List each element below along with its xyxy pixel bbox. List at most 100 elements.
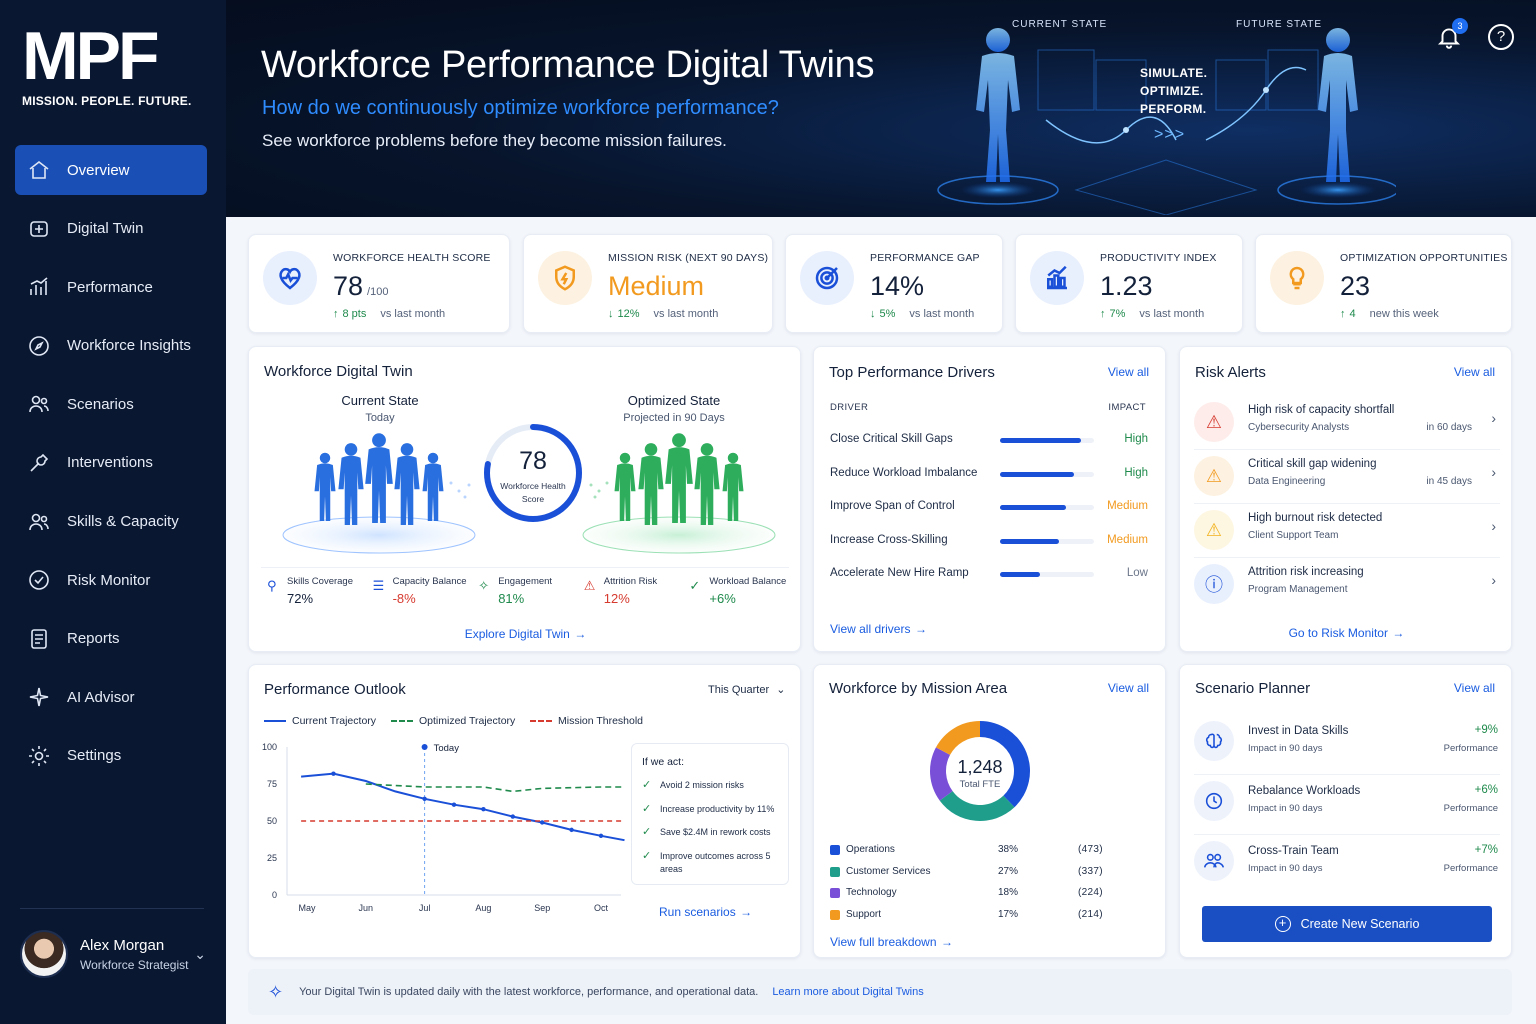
sidebar-item-settings[interactable]: Settings <box>15 731 207 781</box>
chevron-right-icon[interactable]: › <box>1491 410 1496 426</box>
view-all-link[interactable]: View all <box>1107 365 1149 379</box>
kpi-note: vs last month <box>909 308 975 320</box>
kpi-card[interactable]: PERFORMANCE GAP 14% ↓ 5% vs last month <box>785 234 1003 333</box>
mission-area-row[interactable]: Customer Services 27% (337) <box>830 865 1130 881</box>
risk-alert-row[interactable]: ⚠ High risk of capacity shortfall Cybers… <box>1194 398 1500 450</box>
kpi-icon <box>538 251 592 305</box>
mission-area-name: Technology <box>846 887 897 898</box>
series-point <box>569 827 574 833</box>
twin-visual <box>282 433 776 554</box>
kpi-delta: 12% <box>617 308 640 320</box>
mission-area-row[interactable]: Technology 18% (224) <box>830 886 1130 902</box>
kpi-trend: ↑ 7% vs last month <box>1100 308 1204 320</box>
create-scenario-label: Create New Scenario <box>1300 917 1420 931</box>
kpi-card[interactable]: WORKFORCE HEALTH SCORE 78/100 ↑ 8 pts vs l… <box>248 234 510 333</box>
legend-swatch <box>830 845 840 855</box>
donut-slice-customer-services[interactable] <box>939 791 1015 821</box>
alert-triangle-icon: ⚠ <box>1194 456 1234 496</box>
y-tick-label: 75 <box>267 779 277 789</box>
chevron-right-icon[interactable]: › <box>1491 572 1496 588</box>
driver-row[interactable]: Increase Cross-Skilling Medium <box>830 532 1148 552</box>
driver-name: Improve Span of Control <box>830 500 955 512</box>
donut-slice-support[interactable] <box>935 721 980 755</box>
mission-area-percent: 17% <box>998 908 1019 920</box>
kpi-card[interactable]: MISSION RISK (NEXT 90 DAYS) Medium ↓ 12% v… <box>523 234 773 333</box>
donut-slice-technology[interactable] <box>930 747 953 801</box>
today-label: Today <box>434 743 460 754</box>
logo-tagline: MISSION. PEOPLE. FUTURE. <box>22 94 192 108</box>
go-to-risk-monitor-link[interactable]: Go to Risk Monitor → <box>1180 624 1513 642</box>
arrow-right-icon: → <box>574 627 587 641</box>
legend-label: Mission Threshold <box>558 715 644 727</box>
risk-alert-row[interactable]: ⓘ Attrition risk increasing Program Mana… <box>1194 560 1500 612</box>
sidebar-item-workforce-insights[interactable]: Workforce Insights <box>15 321 207 371</box>
learn-more-link[interactable]: Learn more about Digital Twins <box>772 986 924 998</box>
kpi-label: PERFORMANCE GAP <box>870 252 980 264</box>
driver-row[interactable]: Reduce Workload Imbalance High <box>830 465 1148 485</box>
view-full-breakdown-link[interactable]: View full breakdown → <box>830 933 953 951</box>
mission-area-row[interactable]: Support 17% (214) <box>830 908 1130 924</box>
mission-area-name: Support <box>846 908 882 920</box>
brand-logo[interactable]: MPF MISSION. PEOPLE. FUTURE. <box>22 22 192 108</box>
period-select[interactable]: This Quarter ⌄ <box>708 683 785 696</box>
kpi-delta: 4 <box>1349 308 1356 320</box>
mission-donut-chart <box>930 721 1030 821</box>
scenario-row[interactable]: Cross-Train Team Impact in 90 days +7% P… <box>1194 835 1500 895</box>
twin-stat-label: Attrition Risk <box>603 576 658 587</box>
chevron-down-icon: ⌄ <box>776 684 786 696</box>
sidebar-item-risk-monitor[interactable]: Risk Monitor <box>15 555 207 605</box>
view-all-link[interactable]: View all <box>1107 681 1149 695</box>
if-we-act-panel: If we act: ✓ Avoid 2 mission risks ✓ Increa… <box>631 743 789 885</box>
optimized-state-subtitle: Projected in 90 Days <box>623 412 725 424</box>
kpi-card[interactable]: PRODUCTIVITY INDEX 1.23 ↑ 7% vs last month <box>1015 234 1243 333</box>
person-icon: ⚲ <box>267 578 277 593</box>
risk-alert-row[interactable]: ⚠ Critical skill gap widening Data Engin… <box>1194 452 1500 504</box>
sidebar-nav: Overview Digital Twin Performance Workfo… <box>15 145 207 790</box>
driver-row[interactable]: Accelerate New Hire Ramp Low <box>830 565 1148 585</box>
sidebar-item-reports[interactable]: Reports <box>15 614 207 664</box>
sidebar-item-scenarios[interactable]: Scenarios <box>15 379 207 429</box>
sidebar-item-skills-capacity[interactable]: Skills & Capacity <box>15 497 207 547</box>
driver-row[interactable]: Close Critical Skill Gaps High <box>830 431 1148 451</box>
twin-stat-value: 12% <box>603 591 630 606</box>
mission-area-percent: 18% <box>998 887 1019 898</box>
risk-alert-row[interactable]: ⚠ High burnout risk detected Client Supp… <box>1194 506 1500 558</box>
sidebar-item-label: Overview <box>67 161 130 179</box>
kpi-trend: ↓ 12% vs last month <box>608 308 718 320</box>
sidebar-item-performance[interactable]: Performance <box>15 262 207 312</box>
driver-row[interactable]: Improve Span of Control Medium <box>830 498 1148 518</box>
view-all-link[interactable]: View all <box>1453 365 1495 379</box>
sidebar-item-label: Workforce Insights <box>67 337 191 355</box>
sidebar-item-overview[interactable]: Overview <box>15 145 207 195</box>
sidebar-item-label: AI Advisor <box>67 688 135 706</box>
x-tick-label: Aug <box>475 903 491 913</box>
bell-icon[interactable] <box>1436 24 1462 50</box>
trend-arrow-icon: ↓ <box>608 308 614 320</box>
chevron-right-icon[interactable]: › <box>1491 464 1496 480</box>
if-we-act-item: ✓ Increase productivity by 11% <box>642 803 782 816</box>
create-scenario-button[interactable]: + Create New Scenario <box>1202 906 1492 942</box>
scenario-row[interactable]: Invest in Data Skills Impact in 90 days … <box>1194 715 1500 775</box>
sidebar: MPF MISSION. PEOPLE. FUTURE. Overview Di… <box>0 0 226 1024</box>
sidebar-item-digital-twin[interactable]: Digital Twin <box>15 204 207 254</box>
arrows-glyph: >>> <box>1154 126 1186 143</box>
run-scenarios-link[interactable]: Run scenarios → <box>659 903 752 921</box>
chevron-down-icon[interactable]: ⌄ <box>194 946 206 962</box>
mission-area-row[interactable]: Operations 38% (473) <box>830 843 1130 859</box>
workforce-figure-optimized <box>722 452 744 521</box>
sidebar-item-ai-advisor[interactable]: AI Advisor <box>15 672 207 722</box>
help-icon[interactable]: ? <box>1488 24 1514 50</box>
kpi-value-number: 78 <box>333 271 364 301</box>
donut-slice-operations[interactable] <box>980 721 1030 808</box>
info-footer: ✧ Your Digital Twin is updated daily wit… <box>248 969 1512 1015</box>
view-all-link[interactable]: View all <box>1453 681 1495 695</box>
scenario-row[interactable]: Rebalance Workloads Impact in 90 days +6… <box>1194 775 1500 835</box>
legend-swatch <box>830 866 840 877</box>
sidebar-item-interventions[interactable]: Interventions <box>15 438 207 488</box>
view-all-drivers-link[interactable]: View all drivers → <box>830 620 927 638</box>
kpi-card[interactable]: OPTIMIZATION OPPORTUNITIES 23 ↑ 4 new this… <box>1255 234 1512 333</box>
chevron-right-icon[interactable]: › <box>1491 518 1496 534</box>
user-profile[interactable]: Alex Morgan Workforce Strategist ⌄ <box>20 928 210 980</box>
legend-swatch <box>830 909 840 920</box>
explore-twin-link[interactable]: Explore Digital Twin → <box>249 625 802 643</box>
